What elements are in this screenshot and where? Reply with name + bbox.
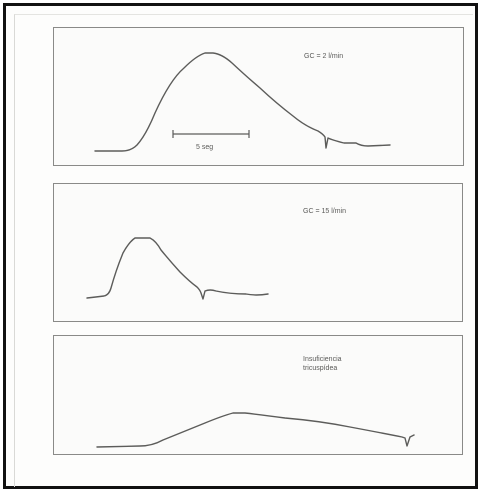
page-edge [14,14,473,487]
curve-tricuspid-insufficiency [96,412,415,448]
panel-high-output [53,183,463,322]
panel-3-label-line1: Insuficiencia [303,356,342,363]
panel-3-label-line2: tricuspídea [303,365,338,372]
panel-normal-output [53,27,464,166]
curve-high-output [86,237,269,300]
curve-normal-output [94,52,391,152]
time-scale-label: 5 seg [196,144,214,151]
panel-1-label: GC = 2 l/min [304,53,344,60]
panel-2-label: GC = 15 l/min [303,208,346,215]
